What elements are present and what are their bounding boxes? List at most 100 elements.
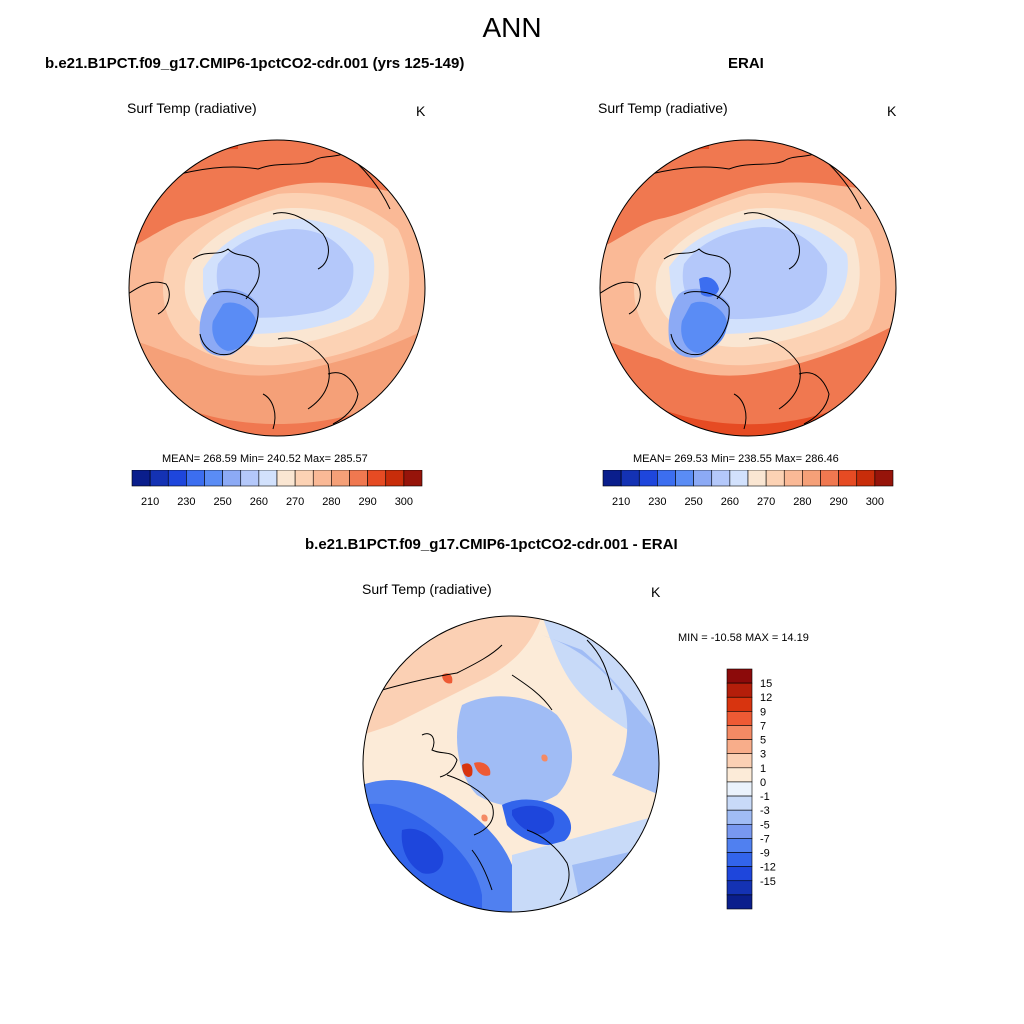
panel1-colorbar-swatch bbox=[167, 470, 187, 487]
panel3-colorbar-swatch bbox=[726, 866, 753, 882]
panel3-colorbar-tick-label: -3 bbox=[760, 805, 770, 817]
panel1-colorbar-swatch bbox=[385, 470, 405, 487]
panel1-colorbar-swatch bbox=[131, 470, 151, 487]
panel1-units: K bbox=[416, 103, 426, 119]
panel1-colorbar-tick-label: 270 bbox=[286, 496, 304, 508]
panel1-colorbar-tick-label: 230 bbox=[177, 496, 195, 508]
panel2-colorbar-swatch bbox=[675, 470, 694, 487]
panel3-colorbar-tick-label: 1 bbox=[760, 763, 766, 775]
panel3-colorbar-tick-label: 9 bbox=[760, 706, 766, 718]
panel3-colorbar-tick-label: 7 bbox=[760, 720, 766, 732]
panel3-colorbar-swatch bbox=[726, 739, 753, 755]
panel1-colorbar-swatch bbox=[149, 470, 169, 487]
panel2-colorbar-tick-label: 280 bbox=[793, 496, 811, 508]
panel3-colorbar-tick-label: -1 bbox=[760, 791, 770, 803]
panel1-colorbar-swatch bbox=[403, 470, 423, 487]
panel1-title: b.e21.B1PCT.f09_g17.CMIP6-1pctCO2-cdr.00… bbox=[45, 55, 465, 72]
panel3-colorbar-tick-label: 0 bbox=[760, 777, 766, 789]
panel2-colorbar-tick-label: 290 bbox=[829, 496, 847, 508]
panel2-coastlines bbox=[600, 150, 862, 430]
panel2-colorbar: 210 230 250 260 270 280 290 300 bbox=[602, 470, 894, 508]
panel2-colorbar-tick-label: 260 bbox=[721, 496, 739, 508]
panel1-colorbar-swatch bbox=[349, 470, 368, 487]
panel1-colorbar-swatch bbox=[331, 470, 350, 487]
panel2-colorbar-swatch bbox=[693, 470, 713, 487]
panel1-colorbar-swatch bbox=[276, 470, 296, 487]
panel1-colorbar-swatch bbox=[258, 470, 278, 487]
panel3-colorbar-swatch bbox=[726, 696, 753, 712]
panel1-polar-map bbox=[128, 139, 426, 437]
panel2-colorbar-swatch bbox=[711, 470, 731, 487]
panel3-units: K bbox=[651, 584, 661, 600]
panel2-variable-label: Surf Temp (radiative) bbox=[598, 100, 728, 116]
panel1-colorbar-swatch bbox=[294, 470, 314, 487]
panel3-colorbar-tick-label: -15 bbox=[760, 876, 776, 888]
panel3-colorbar-swatch bbox=[726, 894, 753, 910]
panel2-colorbar-swatch bbox=[838, 470, 858, 487]
panel3-colorbar-tick-label: -5 bbox=[760, 819, 770, 831]
panel2-units: K bbox=[887, 103, 897, 119]
panel1-colorbar-tick-label: 250 bbox=[213, 496, 231, 508]
panel1-colorbar-swatch bbox=[367, 470, 387, 487]
panel1-colorbar-tick-label: 210 bbox=[141, 496, 159, 508]
panel3-colorbar-tick-label: 5 bbox=[760, 735, 766, 747]
panel2-colorbar-tick-label: 230 bbox=[648, 496, 666, 508]
panel3-colorbar-swatch bbox=[726, 682, 753, 698]
panel2-title: ERAI bbox=[728, 55, 764, 72]
panel3-colorbar-swatch bbox=[726, 880, 753, 896]
panel3-colorbar-swatch bbox=[726, 767, 753, 783]
panel1-colorbar-swatch bbox=[186, 470, 205, 487]
panel3-colorbar-swatch bbox=[726, 725, 753, 740]
season-title: ANN bbox=[482, 12, 542, 43]
panel2-colorbar-swatch bbox=[765, 470, 785, 487]
panel3-variable-label: Surf Temp (radiative) bbox=[362, 581, 492, 597]
panel2-colorbar-swatch bbox=[602, 470, 622, 487]
panel3-colorbar-swatch bbox=[726, 711, 753, 726]
panel2-colorbar-swatch bbox=[729, 470, 749, 487]
panel1-colorbar-swatch bbox=[312, 470, 332, 487]
panel2-colorbar-swatch bbox=[802, 470, 821, 487]
panel3-colorbar-tick-label: -12 bbox=[760, 862, 776, 874]
panel3-colorbar-swatch bbox=[726, 838, 753, 853]
panel1-coastlines bbox=[129, 150, 391, 430]
panel2-colorbar-swatch bbox=[638, 470, 658, 487]
panel3-colorbar-swatch bbox=[726, 781, 753, 797]
panel1-colorbar-swatch bbox=[222, 470, 242, 487]
panel3-colorbar-tick-label: 12 bbox=[760, 692, 772, 704]
panel2-polar-map bbox=[599, 139, 897, 437]
panel3-stats: MIN = -10.58 MAX = 14.19 bbox=[678, 632, 809, 644]
panel2-colorbar-swatch bbox=[874, 470, 894, 487]
panel2-stats: MEAN= 269.53 Min= 238.55 Max= 286.46 bbox=[633, 453, 839, 465]
panel3-colorbar-tick-label: 3 bbox=[760, 749, 766, 761]
panel3-polar-map bbox=[362, 615, 660, 913]
panel1-colorbar-tick-label: 290 bbox=[358, 496, 376, 508]
panel2-colorbar-swatch bbox=[747, 470, 767, 487]
panel1-temperature-field bbox=[129, 140, 425, 436]
panel3-colorbar: 15 12 9 7 5 3 1 0 -1 -3 -5 -7 -9 -12 -15 bbox=[726, 668, 776, 910]
panel3-colorbar-swatch bbox=[726, 795, 753, 811]
panel2-colorbar-swatch bbox=[657, 470, 676, 487]
panel1-colorbar-tick-label: 280 bbox=[322, 496, 340, 508]
panel2-colorbar-tick-label: 270 bbox=[757, 496, 775, 508]
panel2-colorbar-swatch bbox=[820, 470, 839, 487]
panel2-colorbar-tick-label: 300 bbox=[866, 496, 884, 508]
panel1-variable-label: Surf Temp (radiative) bbox=[127, 100, 257, 116]
panel1-colorbar-swatch bbox=[240, 470, 260, 487]
panel1-colorbar: 210 230 250 260 270 280 290 300 bbox=[131, 470, 423, 508]
panel3-coastlines bbox=[381, 639, 613, 901]
panel3-colorbar-swatch bbox=[726, 809, 753, 825]
panel3-colorbar-tick-label: -9 bbox=[760, 848, 770, 860]
panel1-stats: MEAN= 268.59 Min= 240.52 Max= 285.57 bbox=[162, 453, 368, 465]
panel2-colorbar-swatch bbox=[856, 470, 876, 487]
panel3-colorbar-swatch bbox=[726, 823, 753, 839]
panel3-colorbar-swatch bbox=[726, 668, 753, 684]
panel2-colorbar-tick-label: 250 bbox=[684, 496, 702, 508]
panel2-colorbar-swatch bbox=[783, 470, 803, 487]
panel1-colorbar-swatch bbox=[204, 470, 223, 487]
panel1-colorbar-tick-label: 300 bbox=[395, 496, 413, 508]
panel3-colorbar-tick-label: -7 bbox=[760, 833, 770, 845]
panel1-colorbar-tick-label: 260 bbox=[250, 496, 268, 508]
panel3-colorbar-swatch bbox=[726, 753, 753, 769]
panel3-colorbar-tick-label: 15 bbox=[760, 678, 772, 690]
panel2-colorbar-tick-label: 210 bbox=[612, 496, 630, 508]
